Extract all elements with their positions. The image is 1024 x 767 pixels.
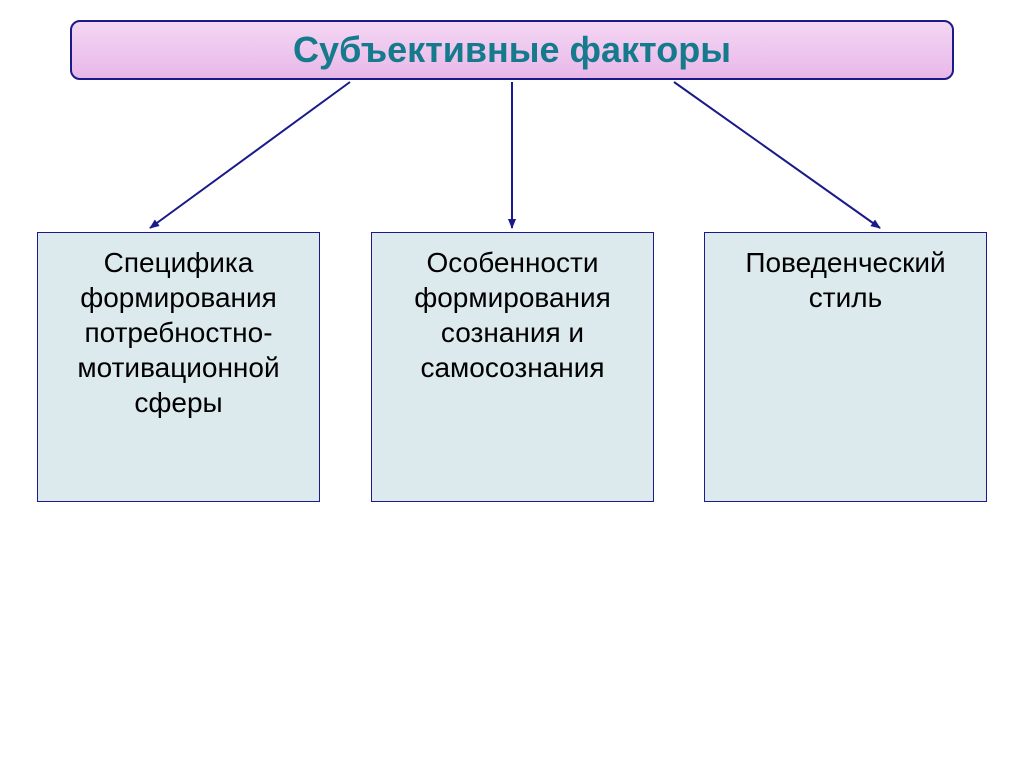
child-box-1: Особенности формирования сознания и само… [371, 232, 654, 502]
child-box-2: Поведенческий стиль [704, 232, 987, 502]
arrow-2 [674, 82, 880, 228]
title-text: Субъективные факторы [293, 29, 731, 71]
child-box-0: Специфика формирования потребностно-моти… [37, 232, 320, 502]
arrow-0 [150, 82, 350, 228]
title-box: Субъективные факторы [70, 20, 954, 80]
